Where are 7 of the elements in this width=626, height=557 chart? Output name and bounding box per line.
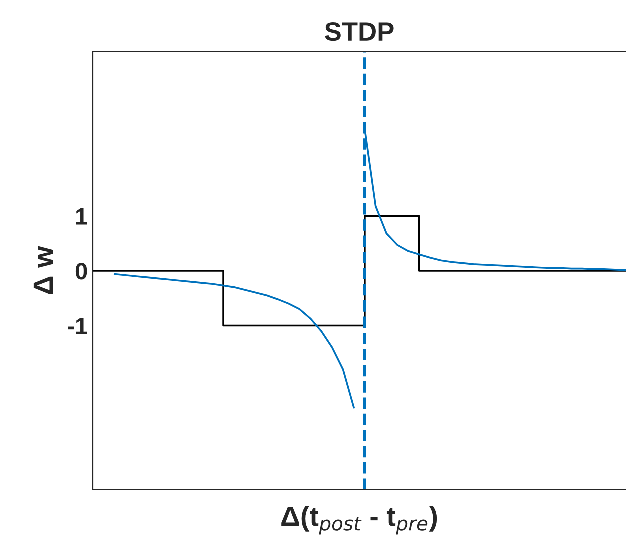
y-tick-label: 0 [76, 263, 88, 280]
line-series [114, 273, 355, 409]
y-tick-label: -1 [68, 318, 88, 334]
y-tick-label: 1 [76, 208, 88, 225]
x-axis-title: Δ(t$_{post}$ - t$_{pre}$) [282, 506, 438, 535]
y-axis-title: Δ w [34, 246, 54, 295]
chart-title: STDP [325, 22, 394, 42]
